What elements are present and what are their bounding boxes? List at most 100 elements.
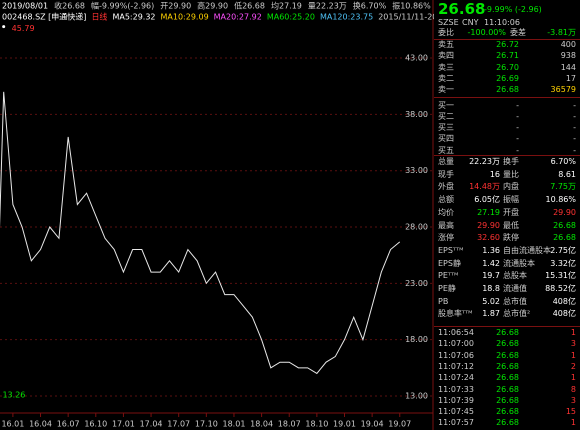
annotation-point xyxy=(2,25,6,29)
stat-value: 3.32亿 xyxy=(550,258,576,268)
book-label: 卖一 xyxy=(438,85,454,95)
header-item: 换6.70% xyxy=(353,1,387,11)
stat-value: 408亿 xyxy=(552,309,576,319)
book-volume: - xyxy=(573,134,576,144)
y-tick-label: 18.00 xyxy=(405,335,428,344)
annotation: 13.26 xyxy=(2,391,25,400)
header-item: 2019/08/01 xyxy=(2,2,48,11)
price-line xyxy=(0,91,401,375)
stat-label: 股息率ᵀᵀᴹ xyxy=(438,309,473,319)
book-price: 26.69 xyxy=(496,73,519,83)
stat-value: 16 xyxy=(489,169,500,179)
separator xyxy=(434,326,580,327)
stat-value: 14.48万 xyxy=(469,182,500,192)
stat-label: 流通值 xyxy=(503,284,527,293)
stat-value: 10.86% xyxy=(545,195,576,205)
x-tick-label: 17.01 xyxy=(112,420,135,429)
stat-value: 2.75亿 xyxy=(550,245,576,255)
x-tick-label: 17.10 xyxy=(195,420,218,429)
trade-volume: 3 xyxy=(570,395,576,405)
trade-volume: 3 xyxy=(570,339,576,349)
trade-volume: 8 xyxy=(570,384,576,394)
x-tick-label: 18.01 xyxy=(223,420,246,429)
quote-time: 11:10:06 xyxy=(484,18,520,27)
stat-label: 均价 xyxy=(438,207,454,217)
book-volume: 36579 xyxy=(550,85,576,95)
book-label: 买一 xyxy=(438,100,454,110)
indicator-item: MA10:29.09 xyxy=(161,13,209,22)
header-item: 振10.86% xyxy=(392,1,431,11)
trade-volume: 1 xyxy=(570,328,576,337)
stat-label: PE静 xyxy=(438,284,456,293)
stat-label: 最高 xyxy=(438,220,454,230)
stat-label: 总市值² xyxy=(503,309,531,319)
trade-time: 11:07:45 xyxy=(438,407,474,417)
x-tick-label: 17.04 xyxy=(140,420,163,429)
indicator-item: MA20:27.92 xyxy=(214,13,262,22)
diff-label: 委差 xyxy=(510,28,526,37)
y-tick-label: 43.00 xyxy=(405,54,428,63)
x-tick-label: 16.04 xyxy=(29,420,52,429)
exchange: SZSE xyxy=(438,18,459,27)
book-label: 买三 xyxy=(438,123,454,133)
book-price: 26.71 xyxy=(496,51,519,61)
book-price: 26.68 xyxy=(496,85,519,95)
trade-price: 26.68 xyxy=(496,339,519,349)
ratio: -100.00% xyxy=(467,28,506,37)
trade-volume: 2 xyxy=(570,361,576,371)
stat-value: 5.02 xyxy=(482,296,500,306)
x-tick-label: 16.01 xyxy=(1,420,24,429)
y-tick-label: 33.00 xyxy=(405,166,428,175)
header-item: 量22.23万 xyxy=(308,2,347,11)
x-tick-label: 17.07 xyxy=(167,420,190,429)
stat-value: 8.61 xyxy=(558,169,576,179)
book-price: - xyxy=(516,145,519,155)
book-volume: - xyxy=(573,111,576,121)
stat-value: 15.31亿 xyxy=(545,271,576,281)
stat-value: 18.8 xyxy=(482,284,500,293)
indicator-item: MA5:29.32 xyxy=(112,13,155,22)
header-item: 均27.19 xyxy=(271,1,302,11)
y-tick-label: 38.00 xyxy=(405,110,428,119)
header-item: 幅-9.99%(-2.96) xyxy=(91,1,154,11)
stat-label: 内盘 xyxy=(503,182,519,192)
header-item: 收26.68 xyxy=(54,1,85,11)
stat-label: EPS静 xyxy=(438,258,461,268)
book-label: 卖三 xyxy=(438,62,454,72)
header-item: 低26.68 xyxy=(234,1,265,11)
trade-time: 11:06:54 xyxy=(438,328,474,337)
stat-value: 27.19 xyxy=(477,207,500,217)
y-tick-label: 28.00 xyxy=(405,223,428,232)
stat-value: 6.05亿 xyxy=(474,195,500,205)
stat-label: 总市值 xyxy=(503,296,527,306)
stat-label: 开盘 xyxy=(503,207,519,217)
stat-value: 32.60 xyxy=(477,233,500,243)
trade-time: 11:07:39 xyxy=(438,395,474,405)
stat-value: 29.90 xyxy=(553,207,576,217)
separator xyxy=(434,155,580,156)
book-volume: 144 xyxy=(560,62,576,72)
stat-label: 总股本 xyxy=(503,271,527,281)
stat-label: 振幅 xyxy=(503,195,519,205)
stat-value: 26.68 xyxy=(553,233,576,243)
header-item: 开29.90 xyxy=(160,2,191,11)
separator xyxy=(434,39,580,40)
trade-volume: 1 xyxy=(570,418,576,428)
book-label: 卖二 xyxy=(438,73,454,83)
trade-time: 11:07:57 xyxy=(438,418,474,428)
book-price: 26.70 xyxy=(496,62,519,72)
stat-value: 6.70% xyxy=(550,157,576,166)
trade-price: 26.68 xyxy=(496,407,519,417)
book-label: 买四 xyxy=(438,134,454,144)
stat-value: 408亿 xyxy=(552,296,576,306)
stat-label: PB xyxy=(438,296,449,306)
trade-volume: 1 xyxy=(570,350,576,360)
book-price: - xyxy=(516,100,519,110)
stat-label: 量比 xyxy=(503,169,519,179)
currency: CNY xyxy=(462,18,479,27)
x-tick-label: 18.07 xyxy=(278,420,301,429)
x-tick-label: 16.10 xyxy=(84,420,107,429)
book-volume: 400 xyxy=(560,40,576,49)
book-price: - xyxy=(516,111,519,121)
